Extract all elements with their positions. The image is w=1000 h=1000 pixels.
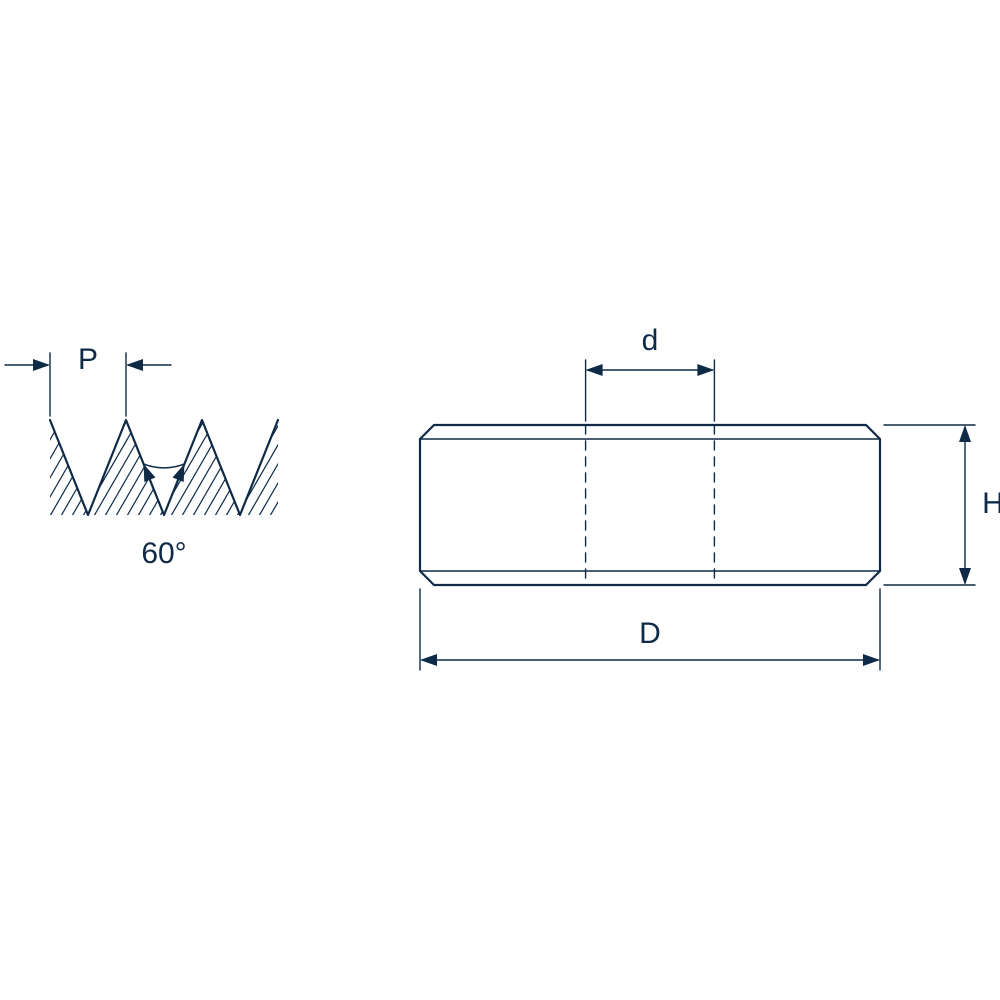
label-pitch: P (78, 343, 98, 376)
label-d: d (642, 324, 659, 357)
label-H: H (982, 487, 1000, 520)
label-D: D (639, 617, 661, 650)
label-angle: 60° (141, 537, 186, 570)
